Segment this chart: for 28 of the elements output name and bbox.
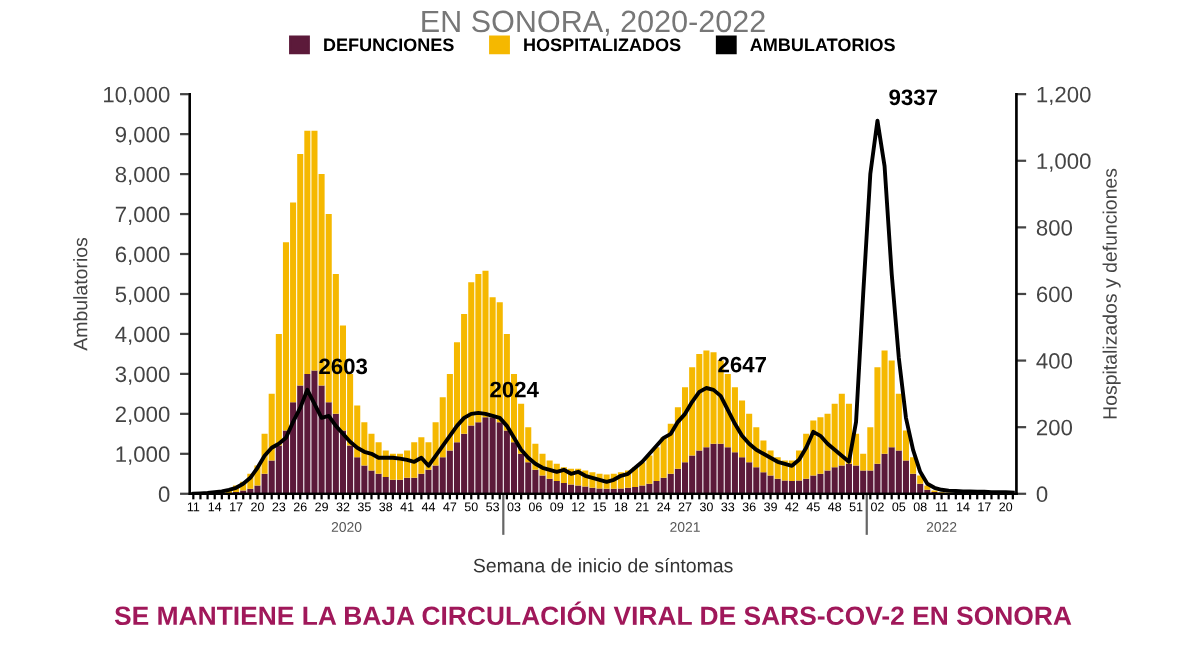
y-tick-label: 1,000 [116,446,170,465]
text: SE MANTIENE LA BAJA CIRCULACIÓN VIRAL DE SARS-COV-2 EN SONORA [114,601,1072,626]
y2-tick-label: 1,000 [1037,153,1091,172]
y-tick-label: 6,000 [115,246,170,265]
y2-tick-label: 800 [1036,219,1073,236]
y-tick-label: 4,000 [115,326,170,345]
y2-tick-label: 600 [1036,286,1073,303]
y2-tick-label: 200 [1036,419,1073,436]
y-tick-label: 10,000 [104,86,170,106]
y-tick-label: 2,000 [115,406,170,425]
y2-tick-label: 1,200 [1037,86,1091,106]
y-tick-label: 9,000 [115,126,170,146]
y2-axis-title: Hospitalizados y defunciones [1102,168,1121,419]
y-tick-label: 5,000 [115,286,170,305]
y-axis-title: Ambulatorios [73,237,88,351]
data-label: 2603 [319,358,368,375]
x-axis-title: Semana de inicio de síntomas [473,557,733,573]
data-label: 9337 [889,89,938,106]
y-tick-label: 7,000 [115,206,170,225]
y2-tick-label: 400 [1036,353,1073,369]
chart-title: EN SONORA, 2020-2022 [422,10,765,36]
legend-label: HOSPITALIZADOS [524,38,681,52]
y2-tick-label: 0 [1036,486,1048,503]
legend-label: DEFUNCIONES [324,38,454,52]
y-tick-label: 8,000 [115,166,170,185]
y-tick-label: 0 [158,486,170,503]
y-tick-label: 3,000 [115,366,170,385]
legend-label: AMBULATORIOS [750,38,895,52]
